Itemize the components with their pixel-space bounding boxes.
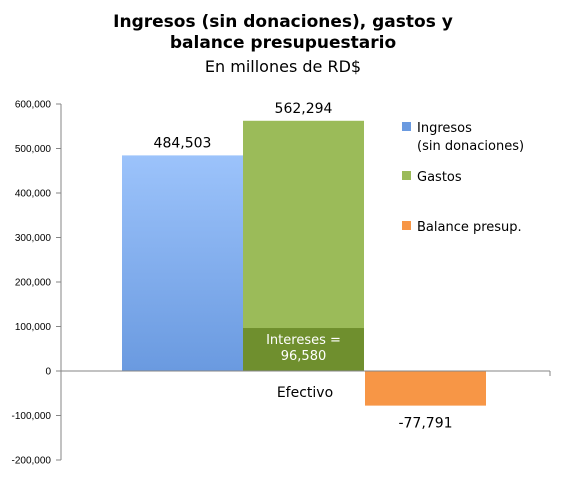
chart-title-block: Ingresos (sin donaciones), gastos y bala… bbox=[0, 12, 566, 78]
y-tick-label: 100,000 bbox=[15, 322, 52, 333]
bar-1 bbox=[122, 155, 243, 371]
legend-swatch-3 bbox=[402, 221, 411, 230]
x-category-label: Efectivo bbox=[277, 385, 333, 401]
chart-title: Ingresos (sin donaciones), gastos y bala… bbox=[113, 12, 453, 53]
legend-label-1-line-2: (sin donaciones) bbox=[417, 139, 524, 154]
y-tick-label: 0 bbox=[45, 367, 51, 378]
legend-label-3: Balance presup. bbox=[417, 220, 522, 235]
interest-label-line-1: Intereses = bbox=[266, 333, 341, 348]
legend-label-2: Gastos bbox=[417, 170, 462, 185]
legend-swatch-1 bbox=[402, 122, 411, 131]
y-tick-label: 500,000 bbox=[15, 144, 52, 155]
legend-label-1: Ingresos bbox=[417, 121, 472, 136]
data-label-2: 562,294 bbox=[275, 101, 333, 117]
y-tick-label: 600,000 bbox=[15, 100, 52, 111]
interest-segment bbox=[243, 328, 364, 371]
y-tick-label: 400,000 bbox=[15, 189, 52, 200]
y-tick-label: 300,000 bbox=[15, 233, 52, 244]
interest-label-line-2: 96,580 bbox=[281, 349, 327, 364]
y-tick-label: -200,000 bbox=[12, 456, 52, 467]
legend-swatch-2 bbox=[402, 171, 411, 180]
chart-subtitle: En millones de RD$ bbox=[204, 57, 362, 76]
data-label-1: 484,503 bbox=[154, 135, 212, 151]
data-label-3: -77,791 bbox=[398, 416, 452, 432]
y-tick-label: -100,000 bbox=[12, 411, 52, 422]
bar-3 bbox=[365, 371, 486, 406]
y-tick-label: 200,000 bbox=[15, 278, 52, 289]
